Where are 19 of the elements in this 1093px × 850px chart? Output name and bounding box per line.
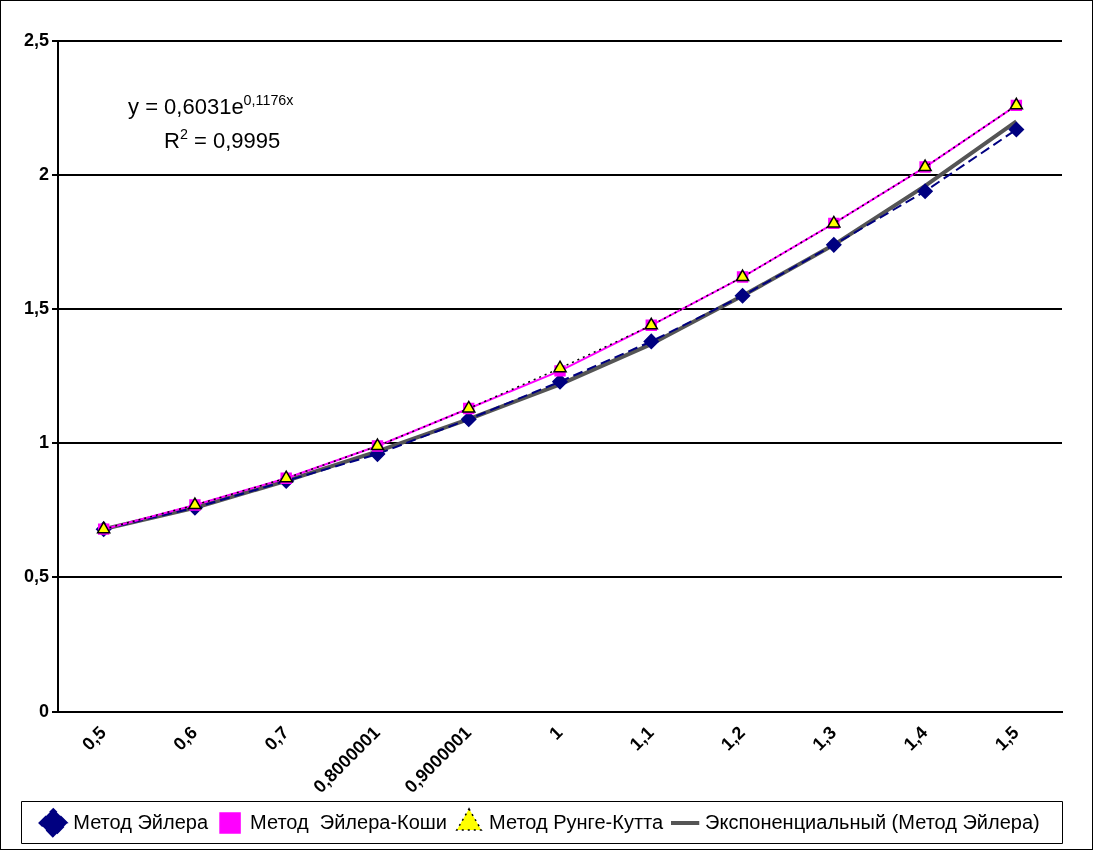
y-tick-label: 1 [39, 432, 50, 453]
y-tick-label: 2 [39, 164, 50, 185]
x-tick-label: 1 [545, 722, 567, 744]
x-tick-label: 1,1 [625, 722, 658, 755]
legend-label: Экспоненциальный (Метод Эйлера) [705, 810, 1040, 833]
x-tick-label: 1,5 [990, 722, 1023, 755]
legend-label: Метод Эйлера [73, 810, 209, 833]
y-tick-label: 2,5 [23, 29, 50, 50]
y-tick-label: 0,5 [23, 566, 50, 587]
x-tick-label: 1,4 [899, 722, 932, 755]
x-tick-label: 1,3 [808, 722, 841, 755]
x-tick-label: 0,7 [260, 722, 293, 755]
legend-label: Метод Эйлера-Коши [250, 810, 448, 833]
x-tick-label: 0,5 [78, 722, 110, 755]
y-tick-label: 1,5 [23, 298, 50, 319]
legend-label: Метод Рунге-Кутта [489, 810, 664, 833]
y-tick-label: 0 [39, 700, 50, 721]
x-tick-label: 0,6 [169, 722, 202, 755]
x-tick-label: 1,2 [717, 722, 749, 755]
